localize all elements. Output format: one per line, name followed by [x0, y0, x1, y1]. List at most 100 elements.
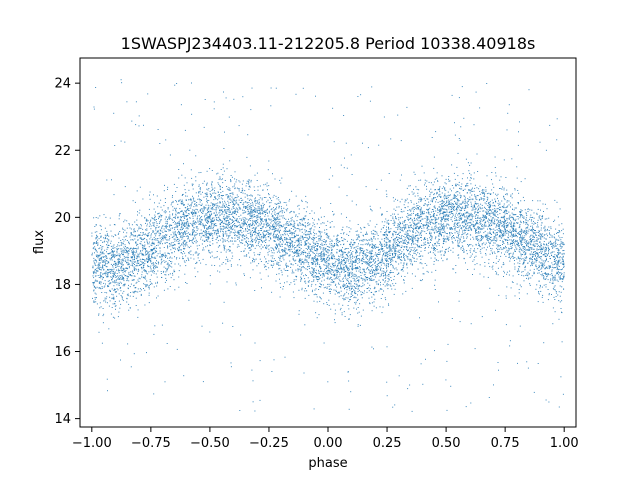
- data-point: [319, 282, 321, 284]
- data-point: [386, 381, 388, 383]
- data-point: [533, 220, 534, 222]
- data-point: [470, 162, 472, 164]
- data-point: [537, 219, 539, 221]
- data-point: [254, 215, 256, 217]
- data-point: [138, 260, 140, 262]
- data-point: [449, 228, 451, 230]
- data-point: [139, 258, 141, 260]
- data-point: [553, 267, 555, 269]
- data-point: [506, 286, 508, 288]
- data-point: [353, 297, 355, 299]
- data-point: [217, 214, 218, 216]
- data-point: [407, 242, 409, 244]
- data-point: [290, 223, 292, 225]
- data-point: [94, 292, 96, 294]
- data-point: [95, 224, 97, 226]
- data-point: [557, 256, 558, 258]
- data-point: [114, 250, 115, 252]
- data-point: [289, 242, 291, 244]
- data-point: [513, 209, 515, 211]
- data-point: [113, 272, 115, 274]
- data-point: [230, 192, 232, 194]
- data-point: [195, 222, 197, 224]
- data-point: [275, 195, 277, 197]
- data-point: [94, 231, 96, 233]
- data-point: [540, 290, 542, 292]
- data-point: [242, 192, 244, 194]
- data-point: [505, 245, 506, 247]
- data-point: [273, 228, 275, 230]
- data-point: [294, 247, 296, 249]
- data-point: [420, 179, 422, 181]
- data-point: [405, 199, 407, 201]
- data-point: [441, 205, 443, 207]
- data-point: [455, 192, 457, 194]
- data-point: [292, 258, 294, 260]
- data-point: [282, 254, 284, 256]
- data-point: [250, 207, 252, 209]
- data-point: [521, 233, 522, 235]
- data-point: [506, 193, 508, 194]
- data-point: [142, 245, 144, 247]
- data-point: [345, 264, 347, 266]
- data-point: [240, 192, 242, 193]
- data-point: [111, 276, 113, 278]
- data-point: [555, 291, 557, 292]
- data-point: [476, 195, 478, 196]
- data-point: [507, 226, 509, 228]
- data-point: [335, 283, 337, 285]
- data-point: [430, 182, 432, 184]
- data-point: [493, 237, 495, 239]
- data-point: [555, 246, 557, 247]
- data-point: [438, 243, 440, 244]
- data-point: [267, 215, 269, 217]
- data-point: [123, 273, 125, 275]
- data-point: [250, 194, 252, 196]
- data-point: [424, 243, 426, 245]
- data-point: [478, 226, 479, 228]
- data-point: [222, 178, 223, 180]
- data-point: [201, 219, 203, 221]
- data-point: [341, 270, 343, 272]
- data-point: [257, 218, 259, 220]
- data-point: [502, 240, 503, 242]
- data-point: [506, 239, 508, 241]
- data-point: [285, 208, 287, 210]
- data-point: [103, 253, 105, 255]
- data-point: [179, 257, 181, 259]
- data-point: [269, 205, 271, 207]
- data-point: [520, 253, 522, 255]
- data-point: [169, 273, 171, 275]
- data-point: [491, 240, 493, 242]
- data-point: [465, 158, 467, 160]
- data-point: [190, 207, 192, 209]
- data-point: [164, 198, 166, 200]
- data-point: [121, 263, 123, 265]
- data-point: [183, 213, 184, 215]
- data-point: [548, 253, 549, 255]
- data-point: [443, 196, 445, 198]
- data-point: [361, 240, 363, 242]
- data-point: [484, 230, 486, 232]
- data-point: [136, 190, 138, 192]
- data-point: [533, 253, 535, 255]
- data-point: [185, 199, 187, 201]
- data-point: [242, 217, 244, 219]
- data-point: [434, 222, 436, 224]
- data-point: [343, 232, 345, 234]
- data-point: [455, 226, 457, 228]
- data-point: [328, 270, 330, 271]
- data-point: [364, 273, 366, 275]
- data-point: [264, 215, 266, 217]
- data-point: [284, 234, 286, 236]
- data-point: [227, 260, 229, 262]
- data-point: [421, 234, 422, 236]
- data-point: [286, 210, 288, 212]
- data-point: [432, 229, 434, 231]
- data-point: [460, 227, 462, 229]
- data-point: [545, 272, 546, 274]
- data-point: [474, 216, 476, 218]
- data-point: [311, 291, 313, 293]
- data-point: [557, 271, 559, 273]
- data-point: [115, 263, 117, 265]
